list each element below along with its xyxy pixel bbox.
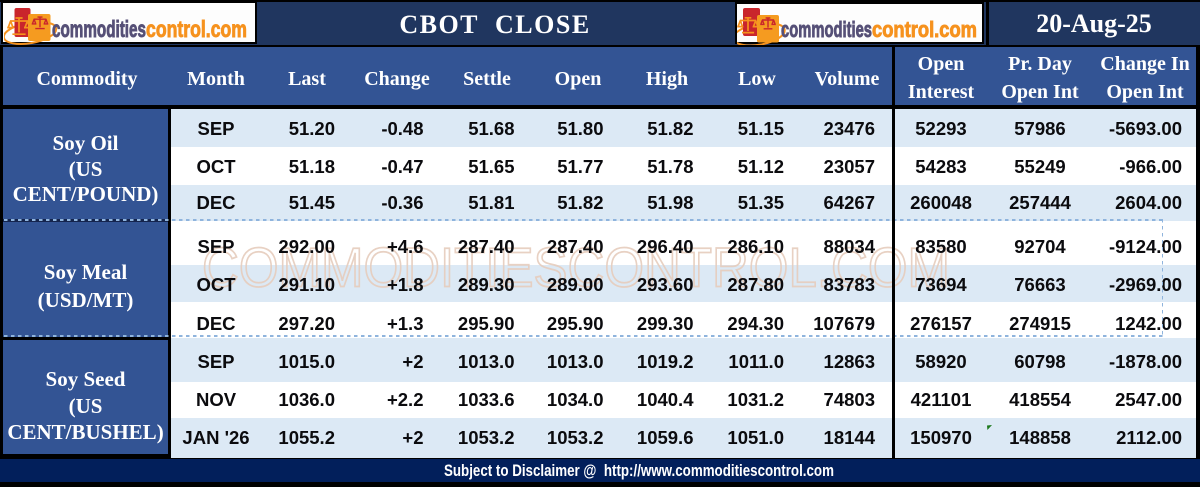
svg-text:commodities: commodities — [781, 17, 872, 42]
svg-text:COMMODITIESCONTROL.COM: COMMODITIESCONTROL.COM — [202, 236, 950, 299]
svg-text:control.com: control.com — [146, 16, 247, 42]
svg-text:control.com: control.com — [872, 17, 977, 42]
svg-text:commodities: commodities — [52, 16, 146, 42]
